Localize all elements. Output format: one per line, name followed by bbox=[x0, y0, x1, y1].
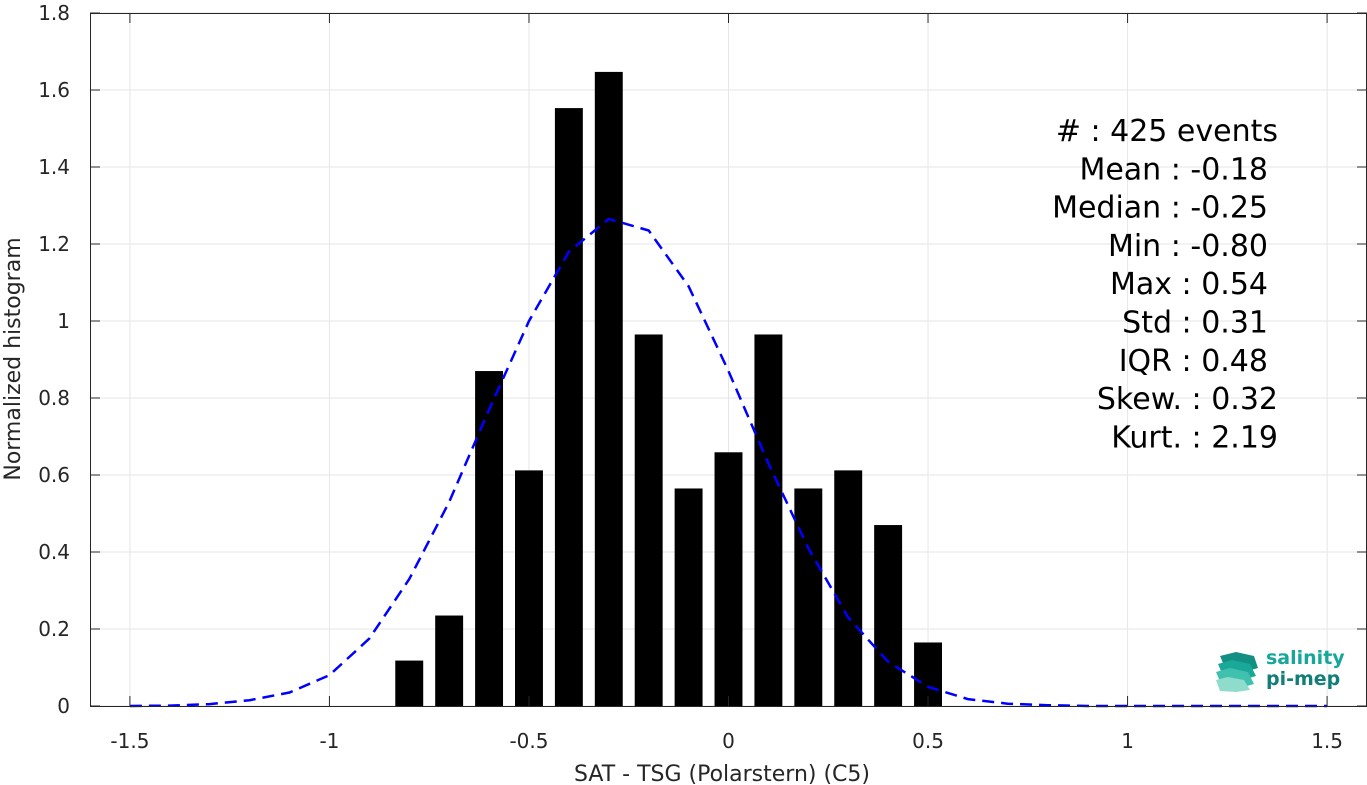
bar-13 bbox=[914, 642, 942, 706]
stat-line-5: Std : 0.31 bbox=[1122, 306, 1268, 341]
salinity-pi-mep-logo: salinity pi-mep bbox=[1216, 646, 1346, 696]
bar-0 bbox=[395, 660, 424, 706]
y-tick-label-7: 1.4 bbox=[38, 155, 70, 179]
x-tick-labels: -1.5 -1 -0.5 0 0.5 1 1.5 bbox=[110, 729, 1343, 753]
logo-line-1: salinity bbox=[1266, 647, 1345, 669]
stat-line-1: Mean : -0.18 bbox=[1079, 152, 1268, 187]
y-axis-label: Normalized histogram bbox=[1, 237, 26, 480]
bar-4 bbox=[554, 108, 583, 707]
logo-line-2: pi-mep bbox=[1266, 668, 1341, 690]
bar-9 bbox=[754, 334, 783, 706]
y-tick-label-1: 0.2 bbox=[38, 617, 70, 641]
bar-1 bbox=[435, 615, 464, 706]
bar-2 bbox=[475, 371, 504, 706]
y-tick-label-2: 0.4 bbox=[38, 540, 70, 564]
salinity-logo-icon bbox=[1216, 652, 1258, 692]
axis-ticks bbox=[90, 12, 1367, 707]
y-tick-label-5: 1 bbox=[57, 309, 70, 333]
y-tick-label-0: 0 bbox=[57, 694, 70, 718]
x-tick-label-1: -1 bbox=[319, 729, 339, 753]
stat-line-7: Skew. : 0.32 bbox=[1097, 382, 1278, 417]
y-tick-label-4: 0.8 bbox=[38, 386, 70, 410]
stat-line-4: Max : 0.54 bbox=[1110, 267, 1268, 302]
bar-3 bbox=[515, 470, 543, 706]
x-tick-label-6: 1.5 bbox=[1311, 729, 1343, 753]
bar-12 bbox=[874, 525, 903, 706]
stat-line-6: IQR : 0.48 bbox=[1119, 344, 1268, 379]
x-axis-label: SAT - TSG (Polarstern) (C5) bbox=[574, 762, 870, 785]
y-tick-label-9: 1.8 bbox=[38, 1, 70, 25]
x-tick-label-2: -0.5 bbox=[509, 729, 548, 753]
y-tick-label-3: 0.6 bbox=[38, 463, 70, 487]
bar-7 bbox=[674, 488, 703, 706]
histogram-bars bbox=[395, 71, 942, 707]
y-tick-label-6: 1.2 bbox=[38, 232, 70, 256]
x-tick-label-5: 1 bbox=[1121, 729, 1134, 753]
x-tick-label-4: 0.5 bbox=[912, 729, 944, 753]
stat-line-2: Median : -0.25 bbox=[1052, 191, 1268, 226]
x-tick-label-3: 0 bbox=[722, 729, 735, 753]
stat-line-8: Kurt. : 2.19 bbox=[1111, 420, 1278, 455]
x-tick-label-0: -1.5 bbox=[110, 729, 149, 753]
bar-6 bbox=[634, 334, 663, 706]
stat-line-3: Min : -0.80 bbox=[1108, 229, 1268, 264]
y-tick-labels: 0 0.2 0.4 0.6 0.8 1 1.2 1.4 1.6 1.8 bbox=[38, 1, 70, 718]
bar-11 bbox=[834, 470, 863, 706]
y-tick-label-8: 1.6 bbox=[38, 78, 70, 102]
bar-5 bbox=[594, 71, 623, 706]
bar-8 bbox=[714, 452, 743, 706]
stat-line-0: # : 425 events bbox=[1056, 114, 1278, 149]
bar-10 bbox=[794, 488, 823, 706]
